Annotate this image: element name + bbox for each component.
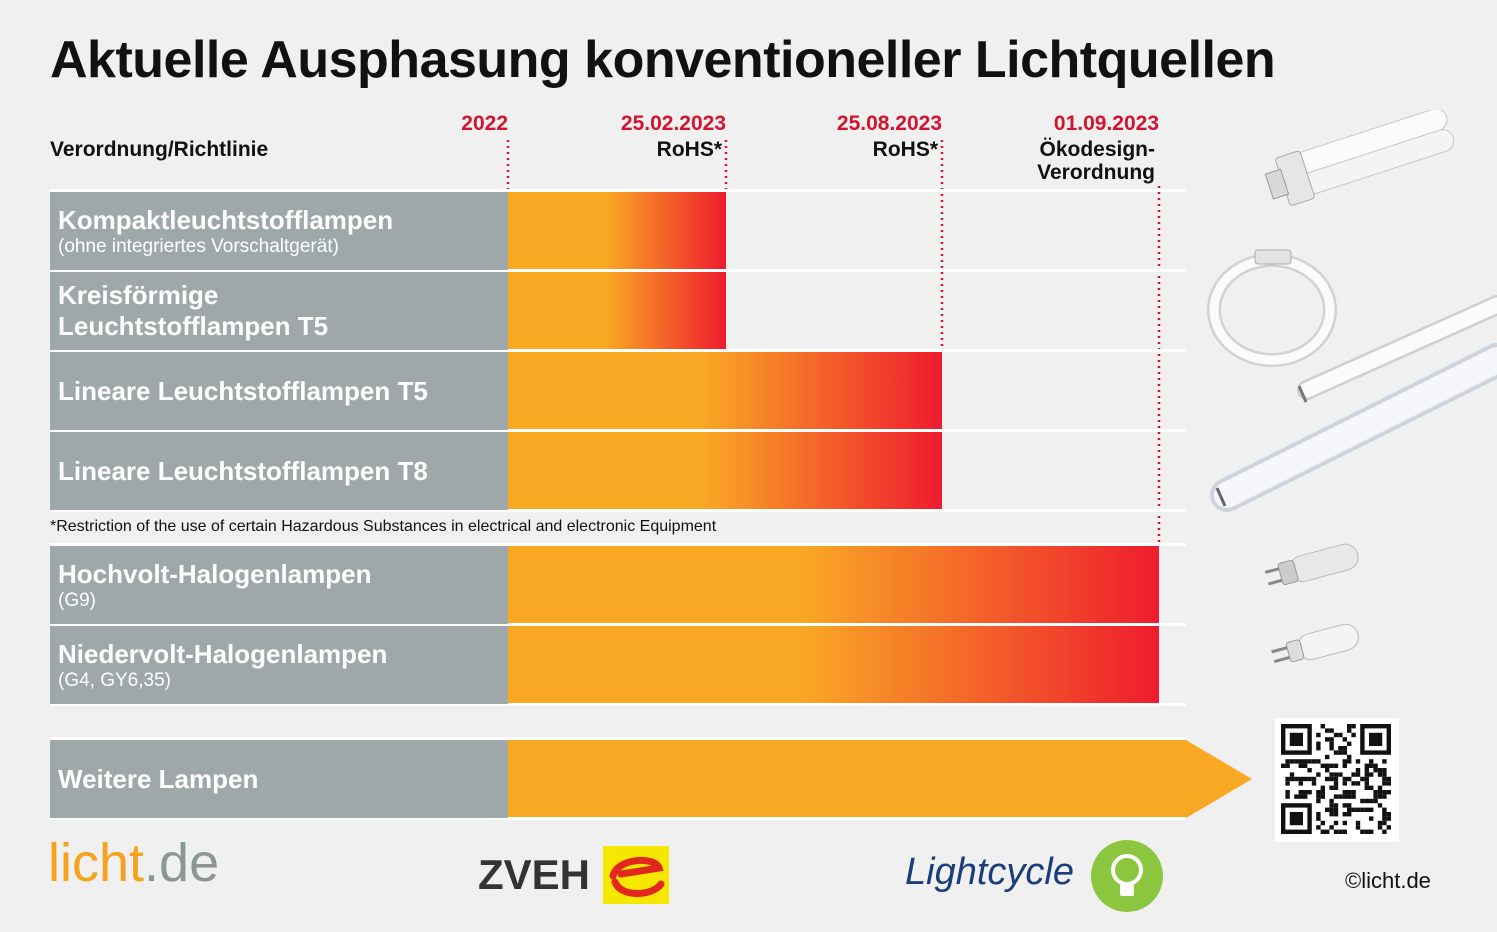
row-label-2: Lineare Leuchtstofflampen T5 [50, 352, 508, 430]
row-separator [50, 269, 1186, 272]
g4-halogen-icon [1271, 623, 1359, 663]
milestone-label: Ökodesign- Verordnung [1037, 138, 1155, 184]
row-separator [50, 509, 1186, 512]
bar-3 [508, 432, 942, 510]
licht-de-logo: licht.de [48, 832, 219, 894]
milestone-date: 25.08.2023 [836, 112, 942, 135]
zveh-logo: ZVEH [478, 851, 591, 898]
row-separator [50, 349, 1186, 352]
milestone-label: RoHS* [656, 138, 722, 161]
row-name: Niedervolt-Halogenlampen [58, 638, 388, 669]
bar-2 [508, 352, 942, 430]
row-separator [50, 429, 1186, 432]
footnote: *Restriction of the use of certain Hazar… [50, 518, 717, 535]
row-separator [50, 817, 1186, 820]
lightcycle-logo: Lightcycle [905, 851, 1074, 893]
bar-5 [508, 626, 1159, 704]
bar-ongoing [508, 740, 1252, 818]
milestone-date: 25.02.2023 [620, 112, 726, 135]
row-separator [50, 623, 1186, 626]
row-separator [50, 543, 1186, 546]
row-subtitle: (G4, GY6,35) [58, 669, 171, 691]
bar-4 [508, 546, 1159, 624]
row-name: Weitere Lampen [58, 763, 259, 794]
row-label-5: Niedervolt-Halogenlampen (G4, GY6,35) [50, 626, 508, 704]
row-name: Lineare Leuchtstofflampen T5 [58, 375, 428, 406]
bar-0 [508, 192, 726, 270]
row-name: Hochvolt-Halogenlampen [58, 558, 372, 589]
row-subtitle: (ohne integriertes Vorschaltgerät) [58, 235, 339, 257]
row-name: Kreisförmige Leuchtstofflampen T5 [58, 280, 329, 341]
qr-code-icon[interactable] [1275, 718, 1399, 842]
page-title: Aktuelle Ausphasung konventioneller Lich… [50, 31, 1276, 89]
g9-halogen-icon [1264, 543, 1359, 586]
compact-lamp-icon [1264, 110, 1455, 206]
zveh-e-icon [603, 846, 669, 904]
licht-logo-part: licht [48, 833, 145, 893]
copyright-text: ©licht.de [1345, 868, 1431, 893]
row-separator [50, 189, 1186, 192]
row-label-4: Hochvolt-Halogenlampen (G9) [50, 546, 508, 624]
row-separator [50, 737, 1186, 740]
lightcycle-bulb-icon [1091, 840, 1163, 912]
row-name: Lineare Leuchtstofflampen T8 [58, 455, 428, 486]
row-name: Kompaktleuchtstofflampen [58, 204, 394, 235]
milestone-date: 2022 [461, 112, 508, 135]
circular-lamp-icon [1207, 249, 1337, 367]
row-subtitle: (G9) [58, 589, 96, 611]
lamp-illustrations [1207, 110, 1497, 663]
milestone-label: RoHS* [872, 138, 938, 161]
column-header: Verordnung/Richtlinie [50, 138, 269, 161]
milestone-date: 01.09.2023 [1053, 112, 1159, 135]
t5-tube-icon [1297, 295, 1497, 403]
row-separator [50, 703, 1186, 706]
t8-tube-icon [1210, 343, 1497, 512]
row-label-1: Kreisförmige Leuchtstofflampen T5 [50, 272, 508, 350]
row-label-3: Lineare Leuchtstofflampen T8 [50, 432, 508, 510]
row-label-6: Weitere Lampen [50, 740, 508, 818]
row-label-0: Kompaktleuchtstofflampen (ohne integriert… [50, 192, 508, 270]
bar-1 [508, 272, 726, 350]
de-logo-part: .de [144, 833, 220, 893]
